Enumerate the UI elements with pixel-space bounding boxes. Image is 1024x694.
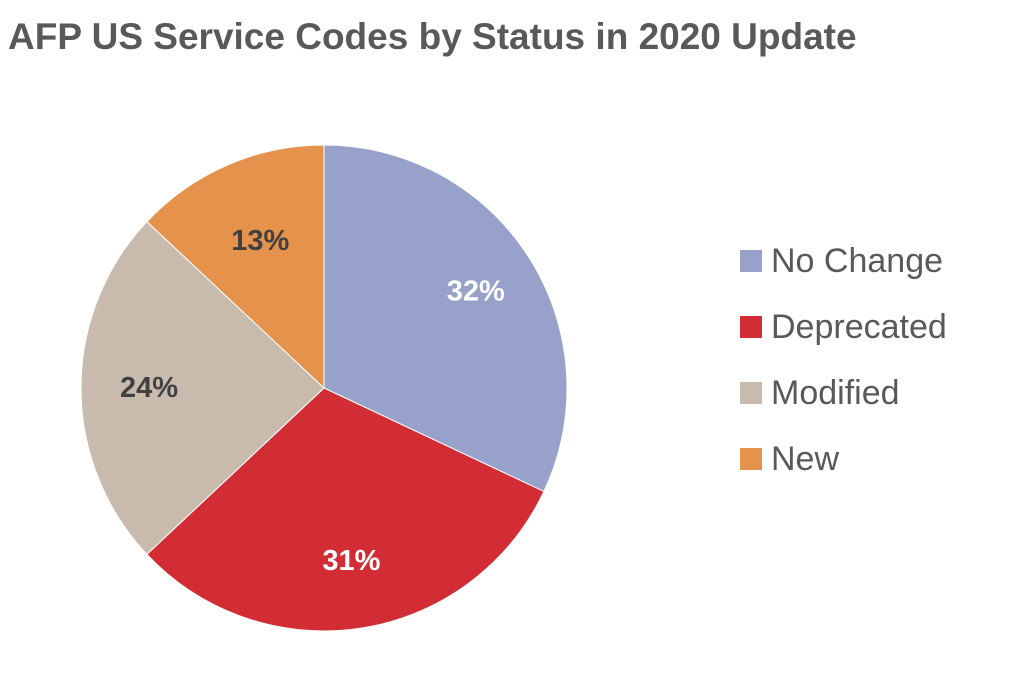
- legend-label: Modified: [771, 373, 900, 412]
- legend-swatch: [740, 448, 762, 470]
- pie-slice-modified: [80, 220, 325, 556]
- pie-slice-deprecated: [146, 387, 545, 632]
- legend-label: New: [771, 439, 840, 478]
- pie-data-labels: 32% 31% 24% 13%: [120, 225, 505, 577]
- legend-item-no-change: No Change: [740, 228, 947, 294]
- pie-slices: [80, 144, 568, 632]
- legend-label: No Change: [771, 241, 944, 280]
- legend-item-deprecated: Deprecated: [740, 294, 947, 360]
- legend-item-new: New: [740, 426, 947, 492]
- data-label-new: 13%: [231, 225, 289, 257]
- legend-item-modified: Modified: [740, 360, 947, 426]
- data-label-modified: 24%: [120, 372, 178, 404]
- legend-swatch: [740, 250, 762, 272]
- legend: No Change Deprecated Modified New: [740, 228, 947, 492]
- data-label-no-change: 32%: [447, 276, 505, 308]
- legend-swatch: [740, 382, 762, 404]
- legend-swatch: [740, 316, 762, 338]
- pie-slice-new: [146, 144, 325, 390]
- legend-label: Deprecated: [771, 307, 947, 346]
- chart-title: AFP US Service Codes by Status in 2020 U…: [8, 16, 857, 57]
- data-label-deprecated: 31%: [322, 545, 380, 577]
- pie-slice-no-change: [323, 144, 568, 493]
